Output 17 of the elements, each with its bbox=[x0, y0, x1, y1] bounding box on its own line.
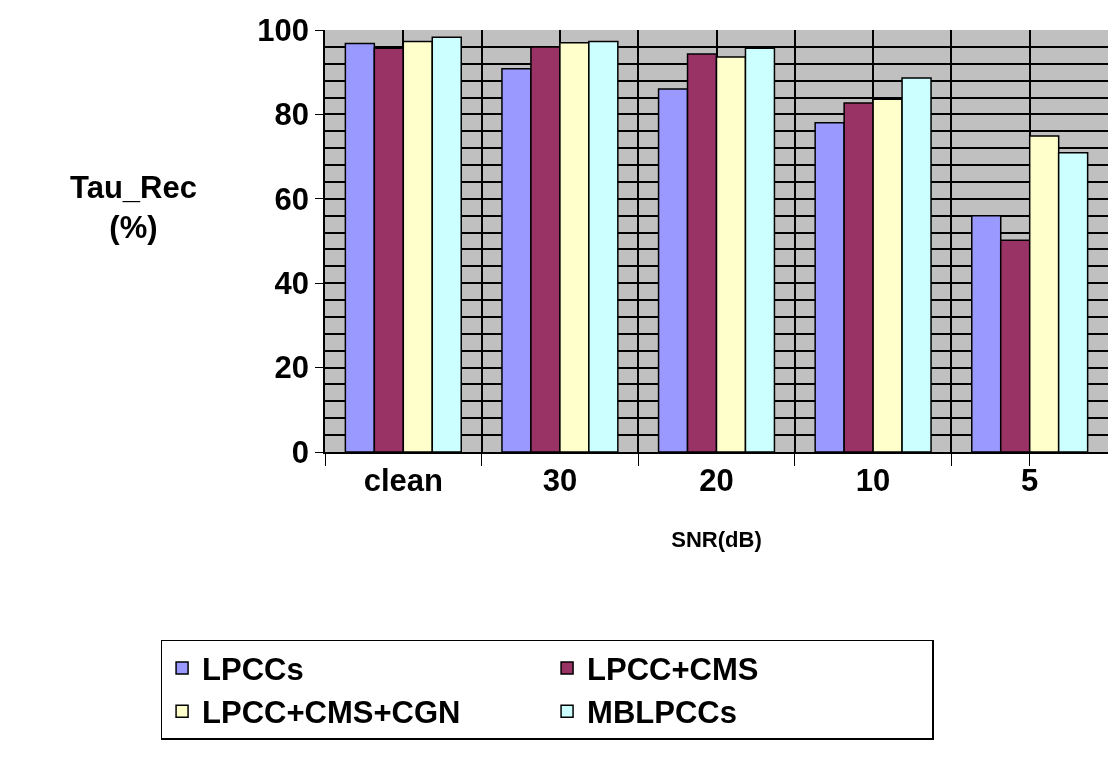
y-tick-label: 80 bbox=[274, 97, 310, 133]
x-tick-label: 5 bbox=[1021, 462, 1039, 498]
y-axis-title: Tau_Rec (%) bbox=[70, 170, 197, 246]
y-tick-label: 40 bbox=[274, 266, 310, 302]
x-tick-label: 30 bbox=[542, 462, 578, 498]
legend-label: LPCC+CMS+CGN bbox=[202, 695, 461, 731]
x-tick-label: clean bbox=[363, 462, 443, 498]
y-tick-label: 60 bbox=[274, 181, 310, 217]
x-axis-title: SNR(dB) bbox=[671, 527, 762, 553]
legend-label: LPCC+CMS bbox=[587, 652, 759, 688]
y-tick-label: 100 bbox=[257, 12, 310, 48]
x-tick-label: 20 bbox=[699, 462, 734, 498]
legend-label: LPCCs bbox=[202, 652, 304, 688]
legend-label: MBLPCCs bbox=[587, 695, 737, 731]
y-tick-label: 0 bbox=[291, 434, 310, 470]
x-tick-label: 10 bbox=[855, 462, 891, 498]
y-tick-label: 20 bbox=[274, 350, 310, 386]
